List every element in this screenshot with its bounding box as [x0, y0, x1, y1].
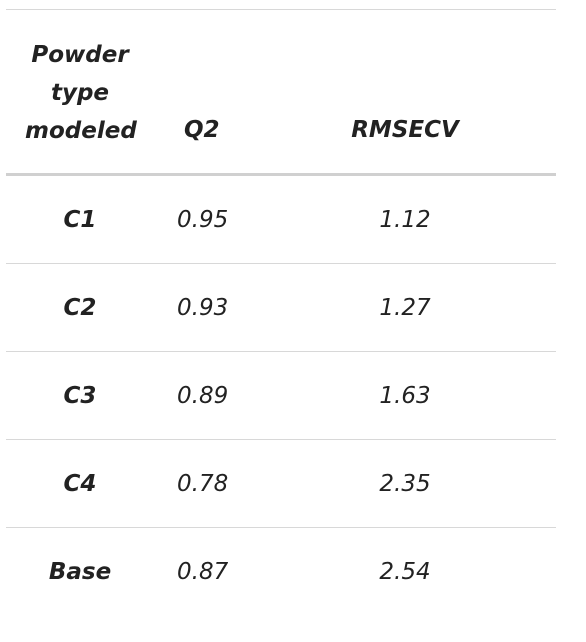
- cell: 1.12: [379, 207, 431, 233]
- row-label: C3: [63, 383, 97, 409]
- cell: 1.27: [379, 295, 431, 321]
- cell: 2.54: [379, 559, 431, 585]
- header-cell: RMSECV: [351, 117, 459, 143]
- cell: 1.63: [379, 383, 431, 409]
- cell: 0.95: [177, 207, 229, 233]
- cell: 0.78: [177, 471, 229, 497]
- header-cell: Powder type modeled: [25, 42, 137, 144]
- cell: 0.93: [177, 295, 229, 321]
- row-rule: [6, 439, 556, 440]
- top-rule: [6, 9, 556, 10]
- header-cell: Q2: [184, 117, 220, 143]
- header-rule: [6, 173, 556, 176]
- cell: 2.35: [379, 471, 431, 497]
- row-rule: [6, 263, 556, 264]
- cell: 0.87: [177, 559, 229, 585]
- row-label: C4: [63, 471, 97, 497]
- row-label: C2: [63, 295, 97, 321]
- row-rule: [6, 527, 556, 528]
- cell: 0.89: [177, 383, 229, 409]
- row-label: C1: [63, 207, 97, 233]
- row-rule: [6, 351, 556, 352]
- row-label: Base: [48, 559, 112, 585]
